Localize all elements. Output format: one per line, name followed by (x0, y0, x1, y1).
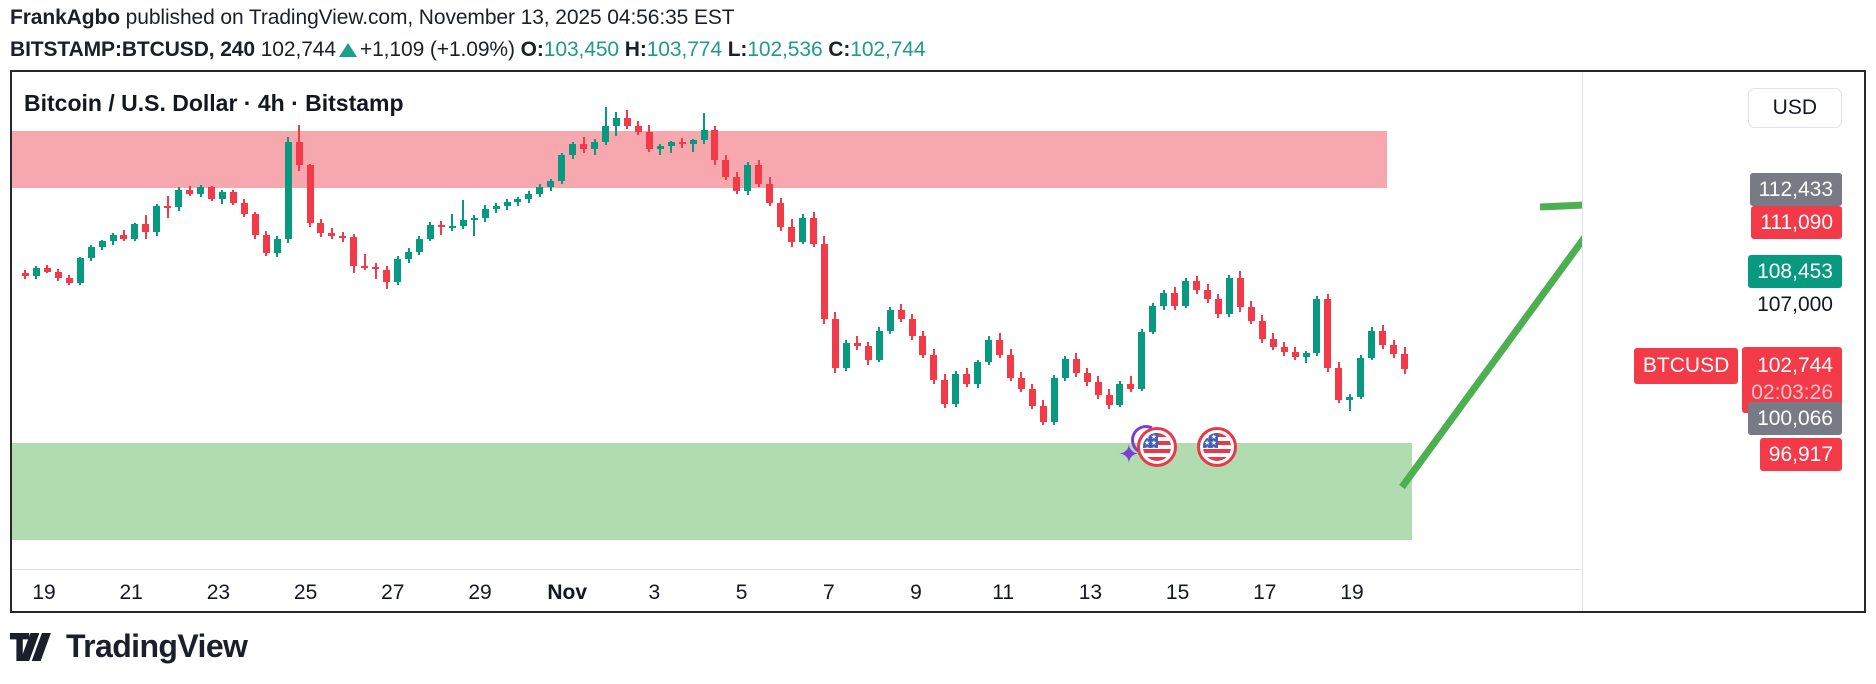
price-label-112433: 112,433 (1749, 173, 1842, 206)
flag-ring: ★★★★★★★★★★★★ (1137, 427, 1177, 467)
x-tick-9: 9 (910, 581, 922, 604)
x-tick-23: 23 (206, 581, 231, 604)
up-triangle-icon (338, 43, 357, 57)
price-label-108453: 108,453 (1748, 255, 1842, 288)
x-tick-3: 3 (648, 581, 661, 604)
x-tick-15: 15 (1165, 581, 1190, 604)
us-flag-icon: ★★★★★★★★★★★★ (1143, 433, 1171, 461)
price-label-107000: 107,000 (1757, 293, 1833, 316)
high-label: H: (624, 38, 647, 61)
x-tick-13: 13 (1078, 581, 1103, 604)
sparkle-icon: ✦ (1118, 439, 1140, 469)
x-tick-11: 11 (992, 581, 1015, 604)
support-zone (12, 443, 1412, 540)
current-price-box: 102,744 02:03:26 (1742, 347, 1842, 413)
x-tick-5: 5 (735, 581, 748, 604)
high-value: 103,774 (646, 38, 722, 61)
x-tick-29: 29 (468, 581, 492, 604)
time-axis[interactable]: 19 21 23 25 27 29 Nov 3 5 7 9 11 13 15 17 19 (12, 569, 1582, 613)
x-tick-17: 17 (1253, 581, 1277, 604)
price-label-100066: 100,066 (1748, 402, 1842, 435)
x-tick-27: 27 (381, 581, 405, 604)
published-text: published on TradingView.com, November 1… (119, 6, 735, 29)
open-label: O: (520, 38, 544, 61)
current-price-group: BTCUSD 102,744 02:03:26 (1633, 347, 1842, 413)
candlestick-series (12, 72, 1582, 569)
chart-plot-area[interactable]: Bitcoin / U.S. Dollar · 4h · Bitstamp ✦ (12, 72, 1582, 569)
x-tick-21: 21 (119, 581, 143, 604)
price-change: +1,109 (+1.09%) (359, 38, 515, 61)
tradingview-wordmark: TradingView (66, 628, 248, 664)
us-flag-event-2[interactable]: ★★★★★★★★★★★★ (1197, 427, 1237, 467)
close-label: C: (828, 38, 851, 61)
price-scale[interactable]: USD 112,433 111,090 108,453 107,000 BTCU… (1582, 72, 1864, 611)
last-price: 102,744 (260, 38, 336, 61)
x-tick-25: 25 (293, 581, 318, 604)
publisher-line: FrankAgbo published on TradingView.com, … (10, 6, 735, 30)
price-label-111090: 111,090 (1751, 206, 1842, 239)
x-tick-19: 19 (32, 581, 56, 604)
chart-title: Bitcoin / U.S. Dollar · 4h · Bitstamp (24, 90, 404, 116)
close-value: 102,744 (850, 38, 926, 61)
open-value: 103,450 (543, 38, 619, 61)
currency-button[interactable]: USD (1747, 88, 1842, 128)
projection-arrow (1399, 201, 1582, 490)
bar-countdown: 02:03:26 (1751, 380, 1833, 404)
resistance-zone (12, 131, 1387, 188)
us-flag-icon: ★★★★★★★★★★★★ (1203, 433, 1231, 461)
tradingview-logo: TradingView (10, 628, 248, 665)
price-label-96917: 96,917 (1759, 438, 1842, 471)
low-value: 102,536 (747, 38, 823, 61)
us-flag-event-1[interactable]: ✦ ★★★★★★★★★★★★ (1118, 420, 1177, 467)
author-name: FrankAgbo (10, 6, 120, 29)
flag-ring: ★★★★★★★★★★★★ (1197, 427, 1237, 467)
x-tick-nov: Nov (547, 581, 588, 604)
x-tick-19: 19 (1340, 581, 1364, 604)
x-tick-7: 7 (822, 581, 835, 604)
symbol-label: BITSTAMP:BTCUSD, 240 (10, 38, 255, 61)
ticker-tag: BTCUSD (1633, 348, 1739, 384)
chart-frame: Bitcoin / U.S. Dollar · 4h · Bitstamp ✦ (10, 70, 1866, 613)
quote-line: BITSTAMP:BTCUSD, 240 102,744 +1,109 (+1.0… (10, 38, 926, 62)
low-label: L: (727, 38, 748, 61)
tradingview-mark-icon (10, 632, 51, 661)
current-price-value: 102,744 (1757, 354, 1833, 377)
